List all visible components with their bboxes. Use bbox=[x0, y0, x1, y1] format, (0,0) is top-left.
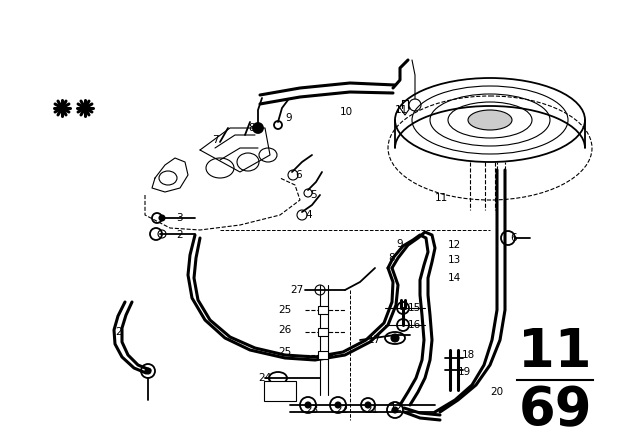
Text: 69: 69 bbox=[518, 384, 592, 436]
Text: 18: 18 bbox=[462, 350, 476, 360]
Circle shape bbox=[159, 215, 165, 221]
Text: 7: 7 bbox=[212, 135, 219, 145]
Text: 16: 16 bbox=[408, 320, 421, 330]
Text: 12: 12 bbox=[448, 240, 461, 250]
Circle shape bbox=[391, 334, 399, 342]
Text: 26: 26 bbox=[278, 325, 291, 335]
FancyBboxPatch shape bbox=[264, 381, 296, 401]
Text: 25: 25 bbox=[278, 305, 291, 315]
Bar bbox=[318, 306, 328, 314]
Circle shape bbox=[365, 402, 371, 408]
Text: 6: 6 bbox=[510, 233, 516, 243]
Text: 11: 11 bbox=[518, 326, 592, 378]
Text: 24: 24 bbox=[258, 373, 271, 383]
Text: 6: 6 bbox=[295, 170, 301, 180]
Text: 5: 5 bbox=[310, 190, 317, 200]
Text: 4: 4 bbox=[305, 210, 312, 220]
Text: 2: 2 bbox=[176, 230, 182, 240]
Text: 9: 9 bbox=[285, 113, 292, 123]
Text: 17: 17 bbox=[368, 335, 381, 345]
Bar bbox=[318, 351, 328, 359]
Circle shape bbox=[253, 123, 263, 133]
Circle shape bbox=[305, 402, 311, 408]
Text: 11: 11 bbox=[395, 105, 408, 115]
Text: 27: 27 bbox=[290, 285, 303, 295]
Text: 19: 19 bbox=[458, 367, 471, 377]
Text: 23: 23 bbox=[305, 405, 318, 415]
Text: 10: 10 bbox=[340, 107, 353, 117]
Circle shape bbox=[392, 407, 398, 413]
Text: 3: 3 bbox=[176, 213, 182, 223]
Text: 2: 2 bbox=[115, 327, 122, 337]
Text: 9: 9 bbox=[396, 239, 403, 249]
Text: 8: 8 bbox=[388, 253, 395, 263]
Text: 13: 13 bbox=[448, 255, 461, 265]
Text: 25: 25 bbox=[278, 347, 291, 357]
Text: 20: 20 bbox=[490, 387, 503, 397]
Text: 14: 14 bbox=[448, 273, 461, 283]
Text: 12: 12 bbox=[390, 403, 403, 413]
Text: 11: 11 bbox=[435, 193, 448, 203]
Text: 22: 22 bbox=[335, 405, 348, 415]
Text: 15: 15 bbox=[408, 303, 421, 313]
Circle shape bbox=[145, 368, 151, 374]
Ellipse shape bbox=[468, 110, 512, 130]
Text: 21: 21 bbox=[365, 405, 378, 415]
Circle shape bbox=[335, 402, 341, 408]
Bar bbox=[318, 328, 328, 336]
Text: 8: 8 bbox=[248, 123, 255, 133]
